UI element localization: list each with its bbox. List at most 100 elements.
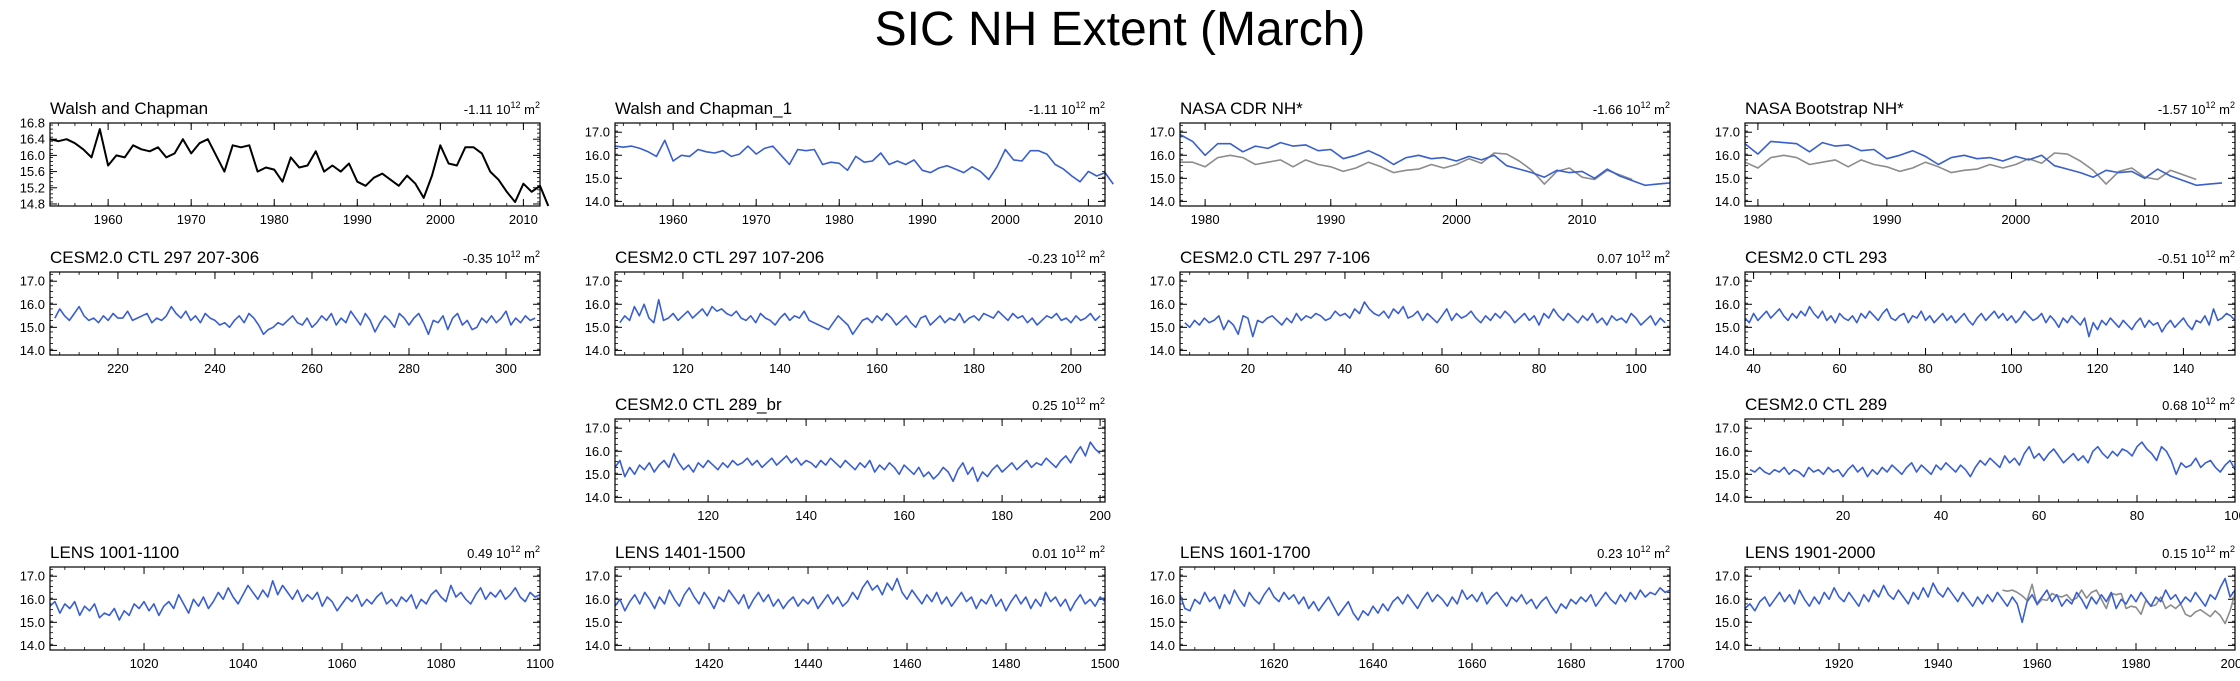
panel-title: CESM2.0 CTL 293	[1745, 248, 1887, 267]
y-tick-label: 15.2	[20, 180, 45, 195]
x-tick-label: 40	[1746, 361, 1760, 376]
panel-p13: LENS 1601-1700 0.23 1012 m2 14.0 15.0 16.0 17…	[1150, 543, 1685, 671]
series-line-model	[1744, 140, 2223, 187]
plot-frame	[1744, 122, 2236, 207]
y-tick-label: 14.0	[585, 343, 610, 358]
x-tick-label: 1960	[2023, 656, 2052, 671]
x-tick-label: 220	[107, 361, 129, 376]
series-line-model	[1744, 577, 2236, 624]
y-tick-label: 14.0	[1715, 638, 1740, 653]
panel-p3: NASA CDR NH* -1.66 1012 m2 14.0 15.0 16.0 17.…	[1150, 99, 1671, 227]
x-tick-label: 2010	[2130, 212, 2159, 227]
x-tick-label: 160	[893, 508, 915, 523]
series-line-obs	[49, 128, 550, 207]
trend-label: -1.11 1012 m2	[1029, 100, 1105, 117]
x-tick-label: 1990	[908, 212, 937, 227]
y-tick-label: 17.0	[1715, 125, 1740, 140]
x-tick-label: 200	[1089, 508, 1111, 523]
trend-label: 0.07 1012 m2	[1597, 249, 1670, 266]
x-tick-label: 1990	[343, 212, 372, 227]
x-tick-label: 2010	[509, 212, 538, 227]
series-line-overlay	[1180, 152, 1633, 185]
panel-title: LENS 1901-2000	[1745, 543, 1875, 562]
panel-p11: LENS 1001-1100 0.49 1012 m2 14.0 15.0 16.0 17…	[20, 543, 554, 671]
x-tick-label: 1420	[695, 656, 724, 671]
trend-label: 0.49 1012 m2	[467, 544, 540, 561]
series-line-model	[49, 579, 541, 621]
trend-label: -0.51 1012 m2	[2158, 249, 2235, 266]
y-tick-label: 14.8	[20, 196, 45, 211]
y-tick-label: 17.0	[20, 274, 45, 289]
y-tick-label: 14.0	[1150, 638, 1175, 653]
x-tick-label: 2000	[991, 212, 1020, 227]
trend-label: -0.35 1012 m2	[463, 249, 540, 266]
series-line-model	[614, 577, 1106, 612]
series-line-model	[614, 139, 1114, 185]
plot-frame	[1179, 271, 1671, 356]
y-tick-label: 16.4	[20, 132, 45, 147]
y-tick-label: 15.0	[585, 467, 610, 482]
x-tick-label: 1960	[94, 212, 123, 227]
plot-frame	[614, 271, 1106, 356]
plot-frame	[49, 271, 541, 356]
series-line-model	[614, 441, 1101, 483]
x-tick-label: 180	[991, 508, 1013, 523]
panel-p8: CESM2.0 CTL 293 -0.51 1012 m2 14.0 15.0 16.0…	[1715, 248, 2236, 376]
y-tick-label: 14.0	[585, 638, 610, 653]
series-line-overlay	[2002, 583, 2236, 625]
panel-p9: CESM2.0 CTL 289_br 0.25 1012 m2 14.0 15.0 16…	[585, 395, 1111, 523]
y-tick-label: 17.0	[1150, 125, 1175, 140]
x-tick-label: 1060	[328, 656, 357, 671]
x-tick-label: 200	[1060, 361, 1082, 376]
y-tick-label: 17.0	[1150, 274, 1175, 289]
y-tick-label: 15.0	[20, 320, 45, 335]
y-tick-label: 15.0	[1715, 320, 1740, 335]
y-tick-label: 16.0	[20, 592, 45, 607]
panel-p12: LENS 1401-1500 0.01 1012 m2 14.0 15.0 16.0 17…	[585, 543, 1120, 671]
y-tick-label: 17.0	[585, 569, 610, 584]
panel-title: LENS 1401-1500	[615, 543, 745, 562]
x-tick-label: 260	[301, 361, 323, 376]
panel-p6: CESM2.0 CTL 297 107-206 -0.23 1012 m2 14.0…	[585, 248, 1106, 376]
series-line-model	[1179, 586, 1671, 621]
x-tick-label: 1980	[260, 212, 289, 227]
x-tick-label: 1940	[1924, 656, 1953, 671]
x-tick-label: 120	[2087, 361, 2109, 376]
x-tick-label: 180	[963, 361, 985, 376]
x-tick-label: 80	[1532, 361, 1546, 376]
plot-frame	[1744, 271, 2236, 356]
x-tick-label: 100	[1625, 361, 1647, 376]
trend-label: 0.15 1012 m2	[2162, 544, 2235, 561]
x-tick-label: 1100	[526, 656, 554, 671]
y-tick-label: 16.0	[585, 592, 610, 607]
trend-label: 0.23 1012 m2	[1597, 544, 1670, 561]
panel-title: NASA CDR NH*	[1180, 99, 1303, 118]
figure-title: SIC NH Extent (March)	[874, 3, 1366, 56]
panel-p7: CESM2.0 CTL 297 7-106 0.07 1012 m2 14.0 15.…	[1150, 248, 1671, 376]
panel-title: NASA Bootstrap NH*	[1745, 99, 1904, 118]
panel-title: CESM2.0 CTL 297 7-106	[1180, 248, 1370, 267]
panel-title: CESM2.0 CTL 289	[1745, 395, 1887, 414]
panel-p10: CESM2.0 CTL 289 0.68 1012 m2 14.0 15.0 16.0 1…	[1715, 395, 2240, 523]
x-tick-label: 1700	[1656, 656, 1685, 671]
x-tick-label: 40	[1934, 508, 1948, 523]
x-tick-label: 1920	[1825, 656, 1854, 671]
y-tick-label: 16.0	[1150, 148, 1175, 163]
plot-frame	[1744, 566, 2236, 651]
plot-frame	[49, 122, 541, 207]
y-tick-label: 17.0	[20, 569, 45, 584]
y-tick-label: 17.0	[1715, 569, 1740, 584]
panel-title: CESM2.0 CTL 297 107-206	[615, 248, 824, 267]
y-tick-label: 16.0	[1715, 444, 1740, 459]
y-tick-label: 14.0	[585, 194, 610, 209]
y-tick-label: 14.0	[585, 490, 610, 505]
x-tick-label: 2000	[2221, 656, 2240, 671]
x-tick-label: 2000	[426, 212, 455, 227]
panel-p4: NASA Bootstrap NH* -1.57 1012 m2 14.0 15.0 1…	[1715, 99, 2236, 227]
panel-title: CESM2.0 CTL 289_br	[615, 395, 782, 414]
x-tick-label: 1990	[1316, 212, 1345, 227]
x-tick-label: 240	[204, 361, 226, 376]
trend-label: -0.23 1012 m2	[1028, 249, 1105, 266]
plot-frame	[1179, 566, 1671, 651]
